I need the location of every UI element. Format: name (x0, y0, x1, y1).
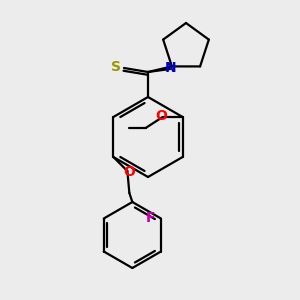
Text: O: O (123, 165, 135, 179)
Text: O: O (156, 109, 168, 123)
Text: N: N (165, 61, 177, 75)
Text: F: F (146, 211, 156, 224)
Text: S: S (111, 60, 121, 74)
